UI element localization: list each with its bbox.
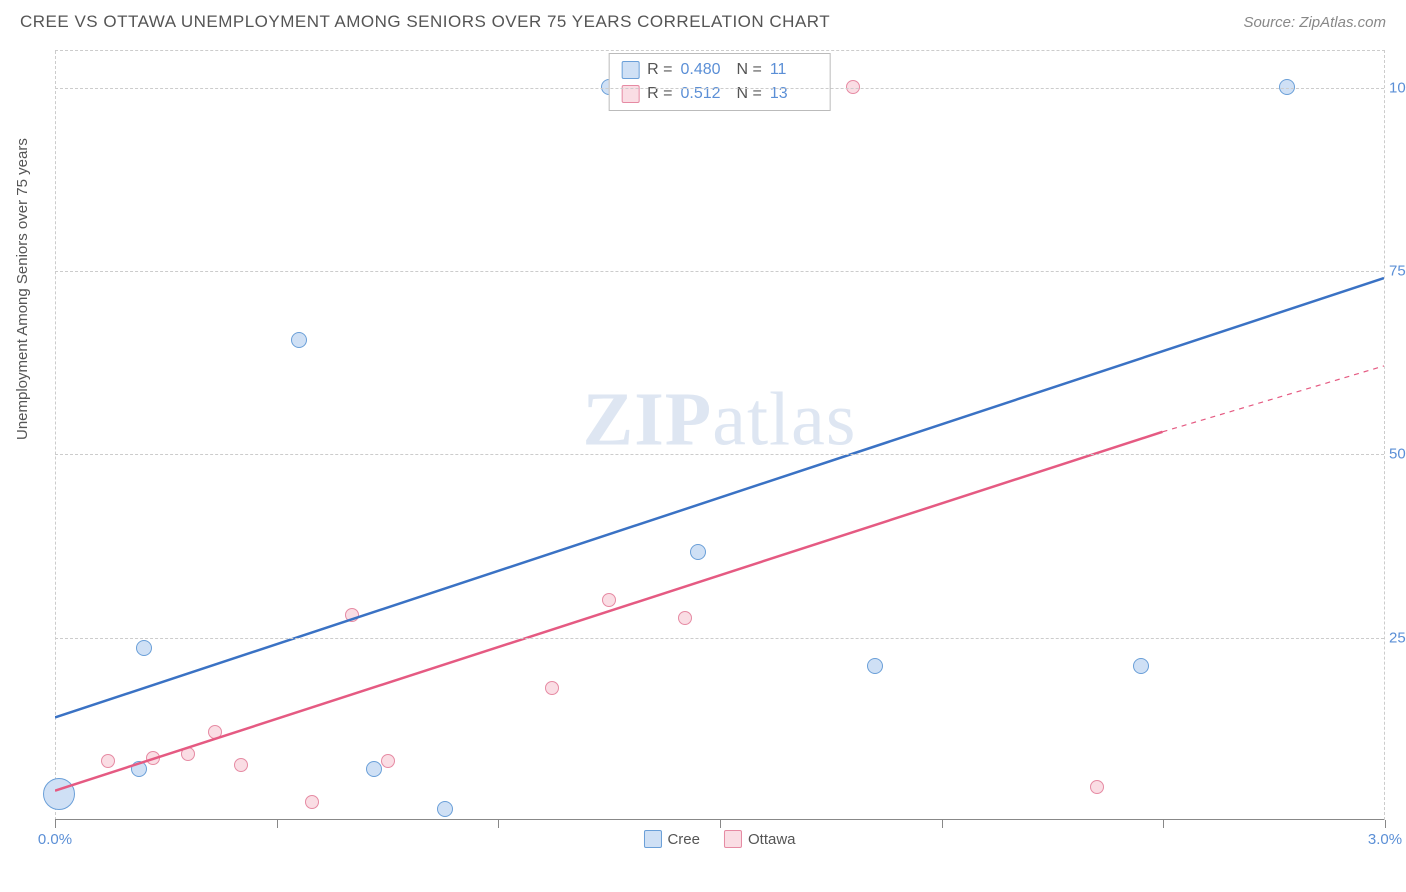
ottawa-point [181, 747, 195, 761]
gridline [55, 638, 1384, 639]
r-label: R = [647, 58, 672, 82]
cree-point [291, 332, 307, 348]
x-tick-label: 3.0% [1368, 831, 1402, 848]
cree-point [366, 761, 382, 777]
x-tick [942, 820, 943, 828]
y-tick-label: 75.0% [1389, 263, 1406, 280]
cree-point [437, 801, 453, 817]
ottawa-point [146, 751, 160, 765]
source-label: Source: ZipAtlas.com [1243, 14, 1386, 31]
plot-region [55, 51, 1384, 820]
cree-point [1133, 658, 1149, 674]
legend-item: Ottawa [724, 830, 796, 848]
stats-row: R = 0.480 N = 11 [621, 58, 818, 82]
ottawa-point [234, 758, 248, 772]
stats-row: R = 0.512 N = 13 [621, 82, 818, 106]
x-tick [1385, 820, 1386, 828]
y-tick-label: 25.0% [1389, 629, 1406, 646]
r-label: R = [647, 82, 672, 106]
ottawa-point [1090, 780, 1104, 794]
n-label: N = [737, 82, 762, 106]
ottawa-point [208, 725, 222, 739]
legend-swatch [724, 830, 742, 848]
ottawa-point [602, 593, 616, 607]
chart-area: ZIPatlas R =0.480N =11R =0.512N =13 Cree… [55, 50, 1385, 820]
legend-swatch [643, 830, 661, 848]
ottawa-point [678, 611, 692, 625]
cree-point [690, 544, 706, 560]
r-value: 0.480 [681, 58, 729, 82]
ottawa-point [345, 608, 359, 622]
legend: Cree Ottawa [643, 830, 795, 848]
cree-point [136, 640, 152, 656]
gridline [55, 454, 1384, 455]
x-tick [720, 820, 721, 828]
x-tick-label: 0.0% [38, 831, 72, 848]
n-value: 11 [770, 58, 818, 82]
cree-point [131, 761, 147, 777]
y-tick-label: 100.0% [1389, 79, 1406, 96]
x-tick [498, 820, 499, 828]
gridline [55, 271, 1384, 272]
y-axis-label: Unemployment Among Seniors over 75 years [14, 138, 31, 440]
cree-point [867, 658, 883, 674]
ottawa-point [101, 754, 115, 768]
x-tick [55, 820, 56, 828]
ottawa-point [381, 754, 395, 768]
series-swatch [621, 61, 639, 79]
cree-point [43, 778, 75, 810]
gridline [55, 88, 1384, 89]
chart-title: CREE VS OTTAWA UNEMPLOYMENT AMONG SENIOR… [20, 12, 830, 32]
y-tick-label: 50.0% [1389, 446, 1406, 463]
legend-label: Ottawa [748, 831, 796, 848]
stats-box: R = 0.480 N = 11 R = 0.512 N = 13 [608, 53, 831, 111]
ottawa-point [545, 681, 559, 695]
n-label: N = [737, 58, 762, 82]
legend-item: Cree [643, 830, 700, 848]
x-tick [277, 820, 278, 828]
x-tick [1163, 820, 1164, 828]
n-value: 13 [770, 82, 818, 106]
r-value: 0.512 [681, 82, 729, 106]
legend-label: Cree [667, 831, 700, 848]
ottawa-point [305, 795, 319, 809]
